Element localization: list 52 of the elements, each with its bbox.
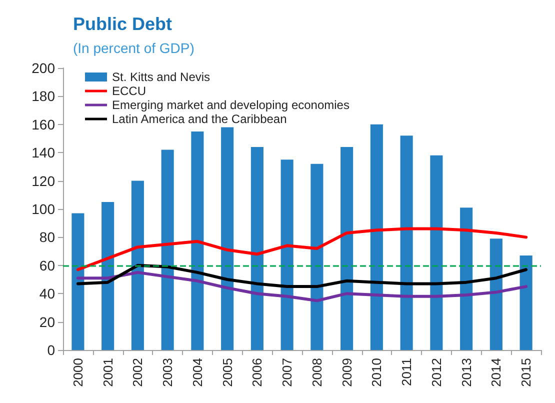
y-tick-label: 20 <box>39 314 56 330</box>
legend-label: Latin America and the Caribbean <box>112 112 287 126</box>
bar <box>340 146 354 350</box>
y-tick-label: 0 <box>47 342 56 358</box>
bar <box>460 208 473 350</box>
x-tick-label: 2010 <box>369 358 384 387</box>
bar <box>490 238 502 350</box>
y-tick-label: 120 <box>32 172 56 189</box>
bar <box>250 146 264 350</box>
x-tick-label: 2000 <box>70 358 86 387</box>
chart-subtitle: (In percent of GDP) <box>73 40 194 56</box>
y-tick-label: 100 <box>32 201 56 217</box>
x-tick-label: 2005 <box>220 358 235 387</box>
x-tick-label: 2014 <box>488 358 504 387</box>
bar <box>102 202 114 350</box>
x-tick-label: 2001 <box>100 358 116 387</box>
line-series <box>76 227 528 272</box>
line-series <box>76 264 528 288</box>
x-tick-label: 2003 <box>160 358 176 387</box>
x-tick-label: 2011 <box>399 358 414 386</box>
chart-title: Public Debt <box>73 14 172 34</box>
x-tick-label: 2002 <box>130 358 146 387</box>
x-tick-label: 2006 <box>250 358 265 387</box>
bar <box>400 136 413 350</box>
y-tick-label: 160 <box>32 116 56 132</box>
bar <box>72 213 84 350</box>
x-tick-label: 2007 <box>280 358 295 387</box>
x-tick-label: 2012 <box>428 358 444 387</box>
bar <box>191 131 204 350</box>
legend-label: St. Kitts and Nevis <box>112 70 210 84</box>
bar <box>370 124 383 350</box>
bar <box>280 160 294 350</box>
bar <box>221 127 234 350</box>
bar <box>161 150 174 350</box>
bar <box>310 164 324 350</box>
legend-label: ECCU <box>112 84 146 98</box>
x-tick-label: 2015 <box>518 358 534 387</box>
y-tick-label: 140 <box>32 144 56 161</box>
x-tick-label: 2008 <box>309 358 324 387</box>
x-tick-label: 2013 <box>458 358 474 387</box>
y-tick-label: 200 <box>32 60 56 76</box>
legend-label: Emerging market and developing economies <box>112 98 350 112</box>
bar <box>131 180 144 350</box>
x-tick-label: 2004 <box>190 358 205 387</box>
bar <box>430 155 443 350</box>
y-tick-label: 40 <box>39 286 56 302</box>
line-series <box>76 270 528 302</box>
y-tick-label: 60 <box>39 257 56 274</box>
y-tick-label: 80 <box>39 229 56 246</box>
x-tick-label: 2009 <box>339 358 354 387</box>
bar <box>520 256 532 350</box>
y-tick-label: 180 <box>32 88 56 104</box>
